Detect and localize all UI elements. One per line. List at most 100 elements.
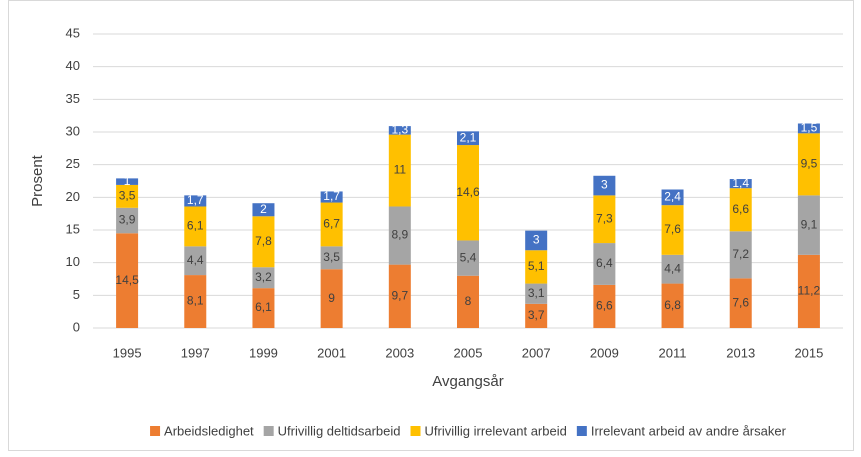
y-tick-label: 5 (73, 287, 80, 302)
data-label: 3 (601, 178, 608, 192)
data-label: 6,8 (664, 298, 681, 312)
bar-segment (388, 134, 411, 207)
bar-segment (457, 240, 479, 276)
data-label: 1,3 (391, 123, 408, 137)
x-tick-label: 1995 (113, 345, 142, 360)
data-label: 3,5 (119, 189, 136, 203)
data-label: 11 (394, 163, 407, 177)
data-label: 6,7 (323, 217, 340, 231)
bar-segment (457, 131, 479, 146)
data-label: 2,4 (664, 190, 681, 204)
legend-swatch (150, 426, 161, 436)
bar-segment (729, 179, 752, 189)
data-label: 8,1 (187, 294, 204, 308)
bar-segment (320, 191, 343, 203)
x-tick-label: 2013 (726, 345, 755, 360)
bar-segment (116, 233, 139, 328)
bar-segment (252, 216, 275, 268)
bar-segment (729, 278, 752, 328)
bar-segment (797, 254, 820, 328)
y-tick-label: 45 (66, 25, 80, 40)
data-label: 14,6 (456, 185, 480, 199)
bar-segment (661, 189, 684, 206)
data-label: 7,2 (732, 247, 749, 261)
bar-segment (525, 250, 548, 284)
bar-segment (252, 288, 275, 328)
data-label: 6,6 (732, 202, 749, 216)
bar-segment (661, 254, 684, 284)
bar-segment (729, 188, 752, 232)
bar-segment (320, 202, 343, 247)
bar-segment (593, 175, 616, 196)
y-tick-label: 40 (66, 58, 80, 73)
data-label: 6,1 (187, 219, 204, 233)
bar-segment (797, 123, 820, 134)
x-tick-label: 2007 (522, 345, 551, 360)
bar-segment (116, 178, 139, 185)
bar-segment (184, 246, 207, 276)
bar-segment (252, 267, 275, 289)
y-tick-label: 25 (66, 156, 80, 171)
data-label: 6,1 (255, 300, 272, 314)
x-tick-label: 2015 (794, 345, 823, 360)
bar-segment (252, 203, 275, 217)
chart-border (8, 0, 854, 451)
legend-label: Ufrivillig deltidsarbeid (278, 423, 401, 438)
bar-segment (797, 133, 820, 196)
bar-segment (457, 275, 479, 328)
bar-segment (184, 275, 207, 328)
y-tick-label: 30 (66, 123, 80, 138)
data-label: 3,5 (323, 250, 340, 264)
data-label: 6,6 (596, 299, 613, 313)
y-axis-title: Prosent (29, 154, 46, 207)
data-label: 4,4 (187, 253, 204, 267)
data-label: 7,6 (732, 295, 749, 309)
x-tick-label: 1997 (181, 345, 210, 360)
data-label: 2 (260, 202, 267, 216)
bar-segment (661, 283, 684, 328)
data-label: 1,7 (187, 193, 204, 207)
x-tick-label: 2001 (317, 345, 346, 360)
data-label: 6,4 (596, 256, 613, 270)
data-label: 3,9 (119, 213, 136, 227)
bar-segment (661, 205, 684, 255)
x-axis-title: Avgangsår (432, 373, 503, 390)
legend-swatch (263, 426, 274, 436)
bar-segment (593, 284, 616, 328)
legend-label: Arbeidsledighet (164, 423, 254, 438)
data-label: 1,7 (323, 189, 340, 203)
data-label: 8,9 (391, 228, 408, 242)
data-label: 11,2 (798, 284, 821, 298)
data-label: 3,7 (528, 308, 545, 322)
data-label: 3,2 (255, 270, 272, 284)
bar-segment (184, 195, 207, 207)
data-label: 1,4 (732, 176, 749, 190)
bar-segment (525, 303, 548, 328)
x-tick-label: 2005 (454, 345, 483, 360)
bar-segment (797, 195, 820, 255)
data-label: 7,6 (664, 222, 681, 236)
legend-label: Irrelevant arbeid av andre årsaker (591, 423, 787, 438)
data-label: 9,1 (801, 217, 818, 231)
y-tick-label: 15 (66, 221, 80, 236)
bar-segment (457, 145, 479, 241)
x-tick-label: 1999 (249, 345, 278, 360)
bar-segment (388, 264, 411, 328)
data-label: 4,4 (664, 261, 681, 275)
data-label: 1 (124, 174, 131, 188)
y-tick-label: 20 (66, 189, 80, 204)
data-label: 5,1 (528, 259, 545, 273)
bar-segment (525, 230, 548, 251)
bar-segment (116, 207, 139, 234)
bar-segment (320, 246, 343, 270)
x-tick-label: 2003 (385, 345, 414, 360)
data-label: 9,7 (391, 288, 408, 302)
data-label: 3 (533, 233, 540, 247)
x-tick-label: 2011 (659, 345, 687, 360)
data-label: 7,3 (596, 211, 613, 225)
bar-segment (729, 231, 752, 279)
data-label: 1,5 (801, 121, 818, 135)
data-label: 7,8 (255, 234, 272, 248)
y-tick-label: 10 (66, 254, 80, 269)
